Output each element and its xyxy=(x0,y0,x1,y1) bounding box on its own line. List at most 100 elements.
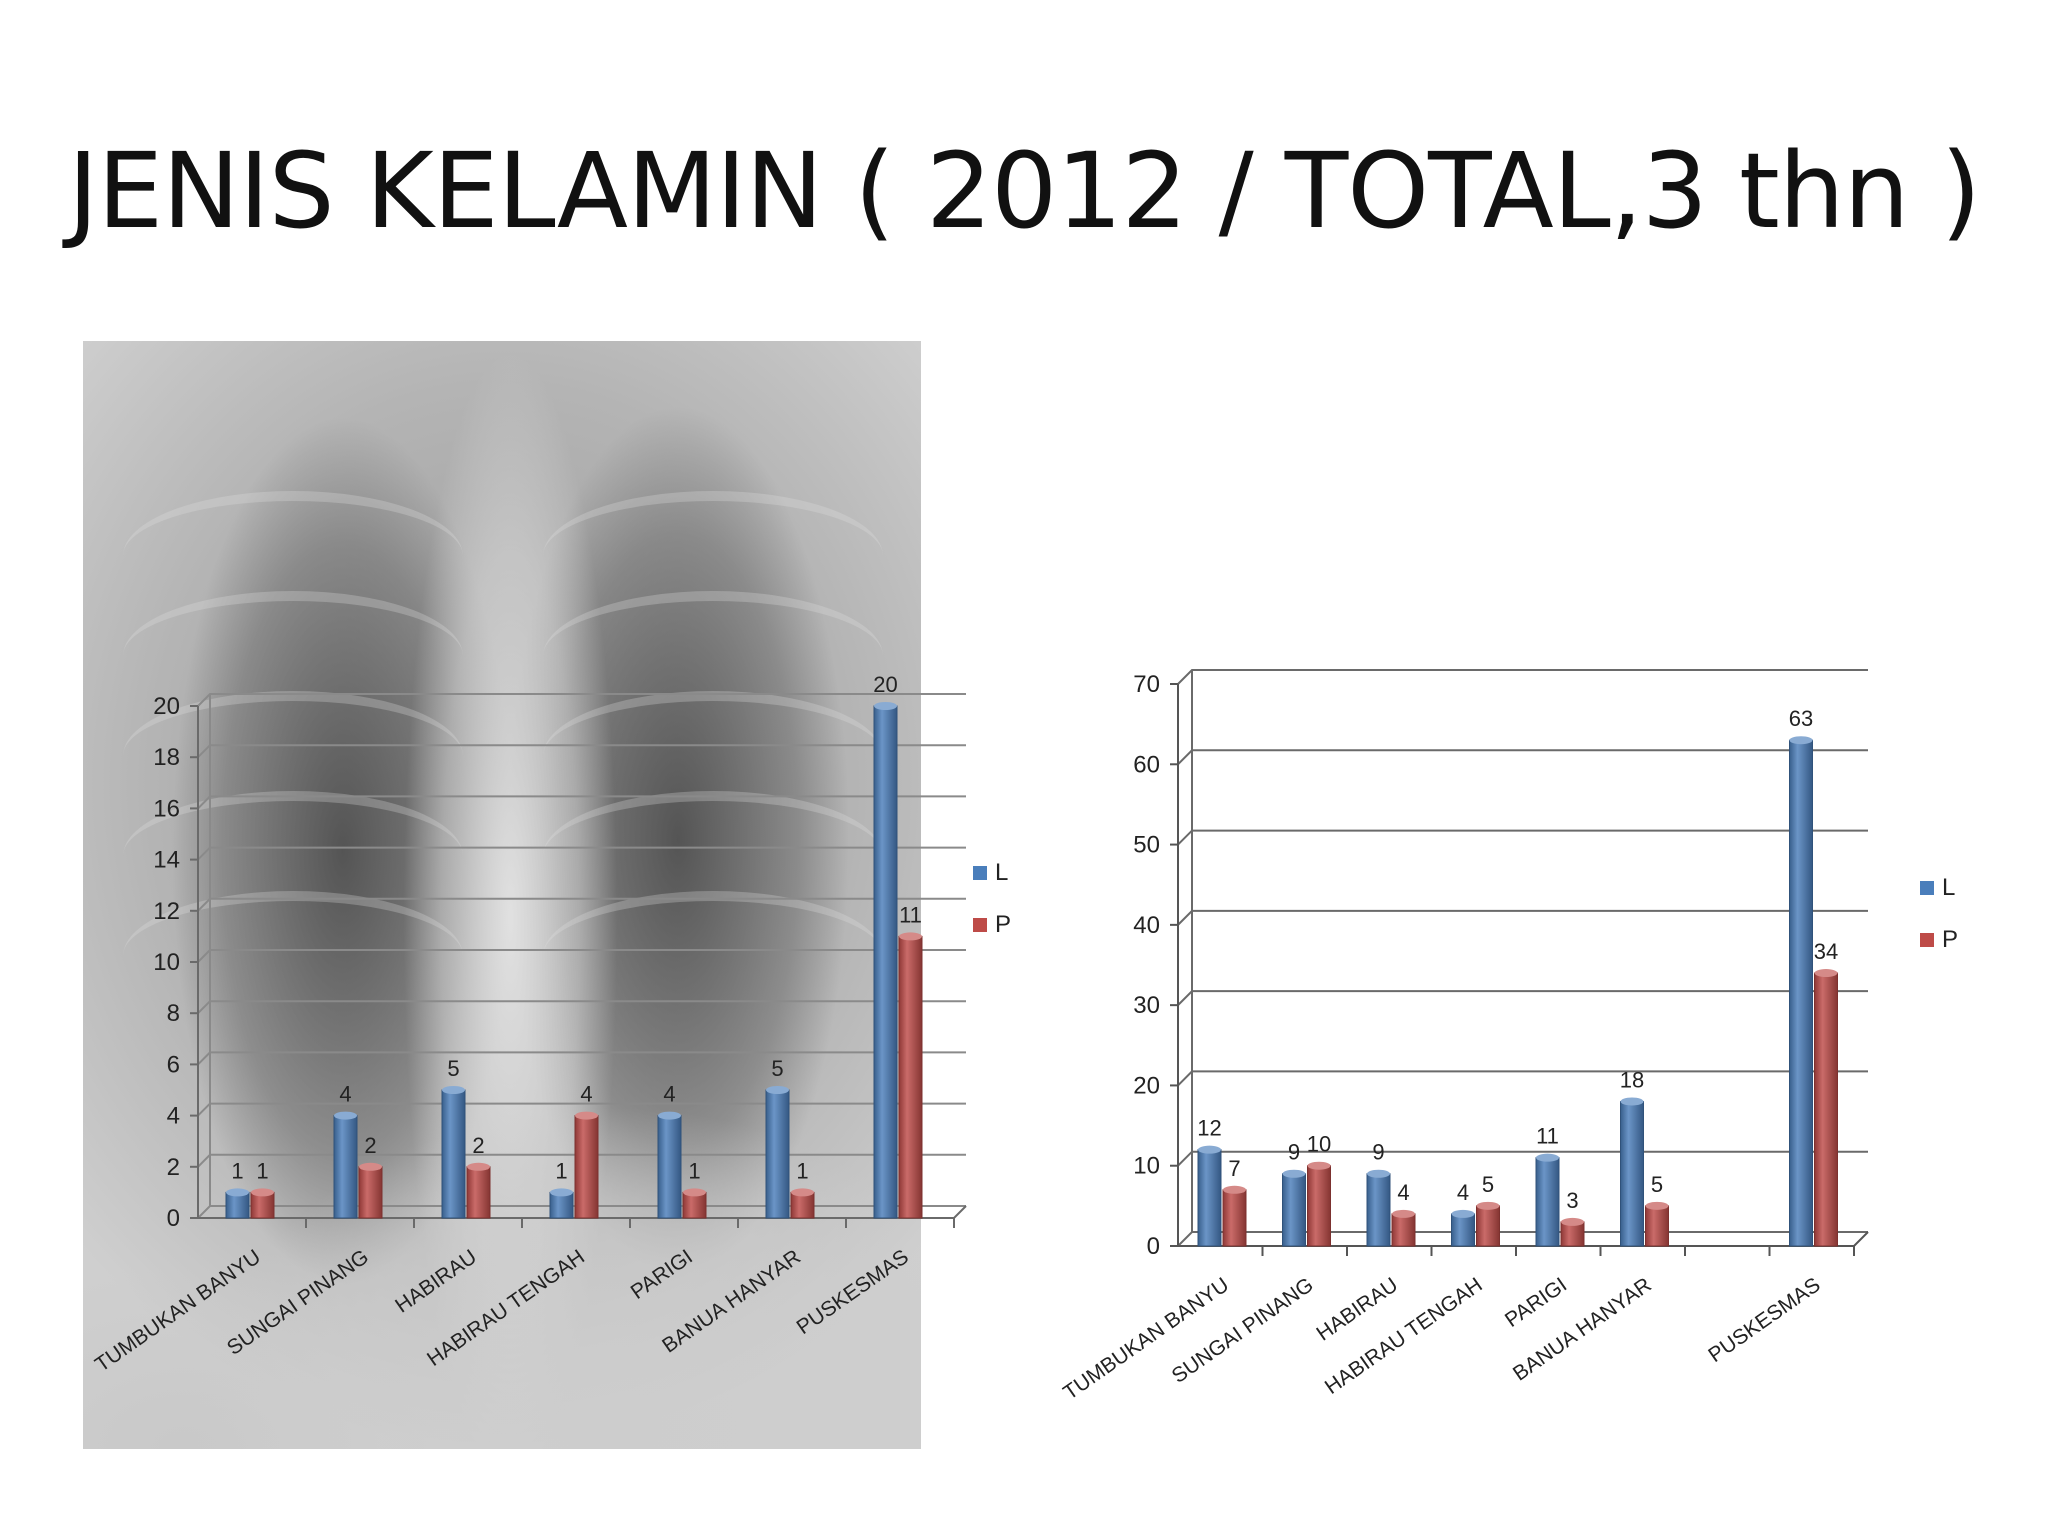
data-label-l-habirau: 5 xyxy=(447,1056,459,1081)
bar-top-p-habirau-tengah xyxy=(575,1111,598,1120)
data-label-l-puskesmas: 20 xyxy=(873,672,897,697)
data-label-l-puskesmas: 63 xyxy=(1789,706,1813,731)
bar-top-p-banua-hanyar xyxy=(791,1188,814,1197)
legend: LP xyxy=(973,859,1011,938)
bar-top-l-banua-hanyar xyxy=(766,1086,789,1094)
bar-top-p-habirau xyxy=(467,1162,490,1171)
bar-l-puskesmas xyxy=(1789,739,1813,1247)
data-label-p-tumbukan-banyu: 1 xyxy=(256,1158,268,1183)
bar-p-habirau-tengah xyxy=(574,1115,599,1219)
legend-swatch-p xyxy=(1920,933,1934,947)
legend-label-p: P xyxy=(995,911,1011,938)
bar-top-l-habirau-tengah xyxy=(550,1188,573,1197)
y-tick-label: 30 xyxy=(1133,992,1160,1019)
y-tick-label: 60 xyxy=(1133,751,1160,778)
bar-top-l-habirau-tengah xyxy=(1451,1209,1475,1218)
gridline xyxy=(197,949,966,963)
bar-top-l-habirau xyxy=(442,1086,465,1094)
legend-swatch-l xyxy=(973,866,987,880)
data-label-l-banua-hanyar: 18 xyxy=(1620,1067,1644,1092)
bar-p-habirau xyxy=(466,1166,491,1219)
data-label-p-habirau-tengah: 4 xyxy=(580,1082,592,1107)
bar-top-l-tumbukan-banyu xyxy=(226,1188,249,1197)
y-tick-label: 10 xyxy=(1133,1153,1160,1180)
x-category-label-banua-hanyar: BANUA HANYAR xyxy=(1509,1273,1656,1385)
gridline xyxy=(1177,1150,1868,1167)
gridline xyxy=(197,1051,966,1066)
data-label-l-habirau-tengah: 4 xyxy=(1457,1180,1469,1205)
y-tick-label: 4 xyxy=(167,1103,180,1130)
gridline xyxy=(1177,749,1868,765)
data-label-l-parigi: 4 xyxy=(663,1082,675,1107)
bar-top-l-tumbukan-banyu xyxy=(1198,1145,1221,1154)
gridline xyxy=(197,744,966,758)
chest-xray-background xyxy=(83,341,921,1449)
data-label-p-sungai-pinang: 2 xyxy=(364,1133,376,1158)
bar-l-banua-hanyar xyxy=(1620,1100,1644,1247)
bar-top-p-habirau xyxy=(1392,1209,1415,1218)
bar-chart-total-3-years: 0 10 20 30 40 50 60 70 12 7 TUMBUKAN BANYU 9 10 SUNGA… xyxy=(1059,669,1958,1405)
data-label-l-tumbukan-banyu: 12 xyxy=(1197,1116,1221,1141)
bar-top-l-puskesmas xyxy=(874,702,897,710)
bar-top-l-parigi xyxy=(1536,1153,1559,1162)
gridline xyxy=(197,846,966,861)
bar-top-p-sungai-pinang xyxy=(1307,1161,1331,1170)
gridline xyxy=(1177,1231,1868,1247)
bar-l-banua-hanyar xyxy=(765,1089,790,1219)
x-category-label-parigi: PARIGI xyxy=(1501,1273,1571,1332)
bar-p-puskesmas xyxy=(898,935,923,1219)
legend-swatch-l xyxy=(1920,881,1934,895)
bar-l-habirau xyxy=(1366,1173,1391,1247)
bar-top-p-parigi xyxy=(1561,1217,1584,1226)
y-tick-label: 20 xyxy=(153,693,180,720)
data-label-p-puskesmas: 34 xyxy=(1814,939,1838,964)
bar-p-tumbukan-banyu xyxy=(1222,1189,1247,1247)
bar-top-l-parigi xyxy=(658,1111,681,1120)
data-label-l-sungai-pinang: 9 xyxy=(1288,1140,1300,1165)
y-tick-label: 70 xyxy=(1133,671,1160,698)
y-tick-label: 50 xyxy=(1133,832,1160,859)
gridline xyxy=(1177,909,1868,926)
bar-p-habirau-tengah xyxy=(1476,1205,1500,1247)
legend-label-l: L xyxy=(995,859,1008,886)
y-tick-label: 40 xyxy=(1133,912,1160,939)
legend-label-l: L xyxy=(1942,874,1955,901)
x-category-label-habirau: HABIRAU xyxy=(391,1245,481,1317)
gridline xyxy=(1177,990,1868,1006)
y-tick-label: 10 xyxy=(153,949,180,976)
data-label-p-habirau-tengah: 5 xyxy=(1482,1172,1494,1197)
bar-top-p-puskesmas xyxy=(1814,969,1838,978)
data-label-p-banua-hanyar: 5 xyxy=(1651,1172,1663,1197)
y-tick-label: 14 xyxy=(153,847,180,874)
y-tick-label: 0 xyxy=(1147,1233,1160,1260)
bar-l-habirau xyxy=(441,1089,466,1219)
bar-p-banua-hanyar xyxy=(1645,1205,1669,1247)
bar-l-parigi xyxy=(657,1115,682,1219)
data-label-p-puskesmas: 11 xyxy=(899,902,922,927)
gridline xyxy=(197,795,966,810)
y-tick-label: 18 xyxy=(153,744,180,771)
x-category-label-parigi: PARIGI xyxy=(627,1245,697,1304)
x-category-label-sungai-pinang: SUNGAI PINANG xyxy=(1168,1273,1318,1388)
data-label-p-parigi: 1 xyxy=(688,1158,700,1183)
legend-label-p: P xyxy=(1942,926,1958,953)
y-tick-label: 8 xyxy=(167,1000,180,1027)
slide-title: JENIS KELAMIN ( 2012 / TOTAL,3 thn ) xyxy=(67,130,1981,252)
bar-p-habirau xyxy=(1391,1213,1416,1247)
data-label-p-banua-hanyar: 1 xyxy=(796,1158,808,1183)
bar-top-l-sungai-pinang xyxy=(1282,1169,1306,1178)
legend-swatch-p xyxy=(973,918,987,932)
bar-top-l-habirau xyxy=(1367,1169,1390,1178)
gridlines xyxy=(1170,669,1868,1247)
bar-top-l-sungai-pinang xyxy=(334,1111,357,1120)
x-category-label-puskesmas: PUSKESMAS xyxy=(1704,1273,1824,1367)
data-label-p-sungai-pinang: 10 xyxy=(1307,1132,1331,1157)
bar-top-p-banua-hanyar xyxy=(1645,1201,1669,1210)
bar-p-puskesmas xyxy=(1814,972,1838,1247)
data-label-l-parigi: 11 xyxy=(1536,1124,1559,1149)
bar-top-p-tumbukan-banyu xyxy=(251,1188,274,1197)
gridline xyxy=(197,897,966,912)
x-axis xyxy=(1178,1231,1869,1247)
bar-top-l-puskesmas xyxy=(1789,736,1813,745)
